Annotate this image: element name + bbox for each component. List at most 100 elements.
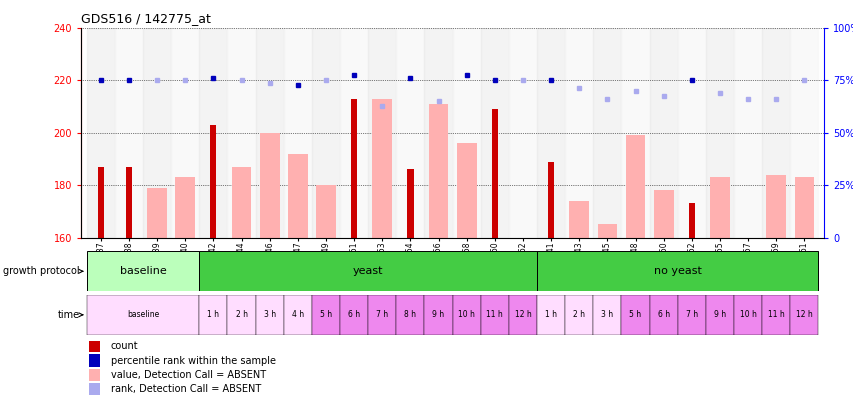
Bar xyxy=(734,28,762,238)
Bar xyxy=(480,295,508,335)
Bar xyxy=(762,28,789,238)
Bar xyxy=(97,167,104,238)
Bar xyxy=(87,28,115,238)
Bar xyxy=(311,295,339,335)
Text: 3 h: 3 h xyxy=(601,310,612,319)
Text: 1 h: 1 h xyxy=(544,310,556,319)
Bar xyxy=(456,143,476,238)
Text: 11 h: 11 h xyxy=(767,310,784,319)
Bar xyxy=(372,99,392,238)
Bar xyxy=(143,28,171,238)
Bar xyxy=(396,295,424,335)
Text: 9 h: 9 h xyxy=(713,310,725,319)
Bar xyxy=(649,28,677,238)
Text: 12 h: 12 h xyxy=(514,310,531,319)
Text: 10 h: 10 h xyxy=(458,310,474,319)
Bar xyxy=(688,204,694,238)
Bar xyxy=(428,104,448,238)
Text: 2 h: 2 h xyxy=(572,310,584,319)
Bar xyxy=(793,177,813,238)
Text: GDS516 / 142775_at: GDS516 / 142775_at xyxy=(81,12,211,25)
Bar xyxy=(565,28,593,238)
Bar xyxy=(407,169,413,238)
Bar xyxy=(625,135,645,238)
Text: 5 h: 5 h xyxy=(629,310,641,319)
Bar xyxy=(765,175,786,238)
Text: 6 h: 6 h xyxy=(657,310,669,319)
Bar xyxy=(351,99,357,238)
Text: baseline: baseline xyxy=(127,310,159,319)
Bar xyxy=(548,162,554,238)
Text: percentile rank within the sample: percentile rank within the sample xyxy=(111,356,276,366)
Bar xyxy=(115,28,143,238)
Text: time: time xyxy=(57,310,83,320)
Bar xyxy=(762,295,789,335)
Bar xyxy=(593,295,621,335)
Bar xyxy=(231,167,251,238)
Bar xyxy=(283,28,311,238)
Bar xyxy=(508,28,537,238)
Bar xyxy=(171,28,199,238)
Bar xyxy=(480,28,508,238)
Bar xyxy=(508,295,537,335)
Bar xyxy=(147,188,167,238)
Bar xyxy=(396,28,424,238)
Bar xyxy=(734,295,762,335)
Bar xyxy=(287,154,307,238)
Bar xyxy=(424,295,452,335)
Text: 9 h: 9 h xyxy=(432,310,444,319)
Bar xyxy=(537,251,817,291)
Bar xyxy=(710,177,729,238)
Bar xyxy=(87,295,199,335)
Bar xyxy=(259,133,279,238)
Text: 8 h: 8 h xyxy=(404,310,416,319)
Text: 10 h: 10 h xyxy=(739,310,756,319)
Bar xyxy=(789,295,817,335)
Bar xyxy=(89,354,100,367)
Text: 7 h: 7 h xyxy=(685,310,697,319)
Bar xyxy=(649,295,677,335)
Bar xyxy=(593,28,621,238)
Text: count: count xyxy=(111,341,138,351)
Bar xyxy=(199,251,537,291)
Bar xyxy=(537,28,565,238)
Text: yeast: yeast xyxy=(352,266,383,276)
Bar xyxy=(597,225,617,238)
Bar xyxy=(452,28,480,238)
Bar xyxy=(89,340,100,352)
Bar xyxy=(89,383,100,396)
Text: 7 h: 7 h xyxy=(376,310,388,319)
Bar xyxy=(339,28,368,238)
Bar xyxy=(199,295,227,335)
Bar xyxy=(210,125,217,238)
Bar xyxy=(569,201,589,238)
Bar xyxy=(87,251,199,291)
Text: 3 h: 3 h xyxy=(264,310,276,319)
Text: 2 h: 2 h xyxy=(235,310,247,319)
Bar xyxy=(339,295,368,335)
Bar xyxy=(227,28,255,238)
Text: growth protocol: growth protocol xyxy=(3,266,83,276)
Bar xyxy=(255,295,283,335)
Bar xyxy=(283,295,311,335)
Bar xyxy=(199,28,227,238)
Bar xyxy=(89,369,100,381)
Text: 11 h: 11 h xyxy=(486,310,502,319)
Bar xyxy=(175,177,194,238)
Bar xyxy=(677,28,705,238)
Bar xyxy=(705,28,734,238)
Text: 5 h: 5 h xyxy=(320,310,332,319)
Bar xyxy=(316,185,335,238)
Bar xyxy=(491,109,497,238)
Bar xyxy=(424,28,452,238)
Bar xyxy=(621,295,649,335)
Bar xyxy=(565,295,593,335)
Bar xyxy=(311,28,339,238)
Bar xyxy=(255,28,283,238)
Bar xyxy=(368,295,396,335)
Bar xyxy=(705,295,734,335)
Text: 12 h: 12 h xyxy=(795,310,812,319)
Bar xyxy=(789,28,817,238)
Text: 6 h: 6 h xyxy=(348,310,360,319)
Bar xyxy=(653,190,673,238)
